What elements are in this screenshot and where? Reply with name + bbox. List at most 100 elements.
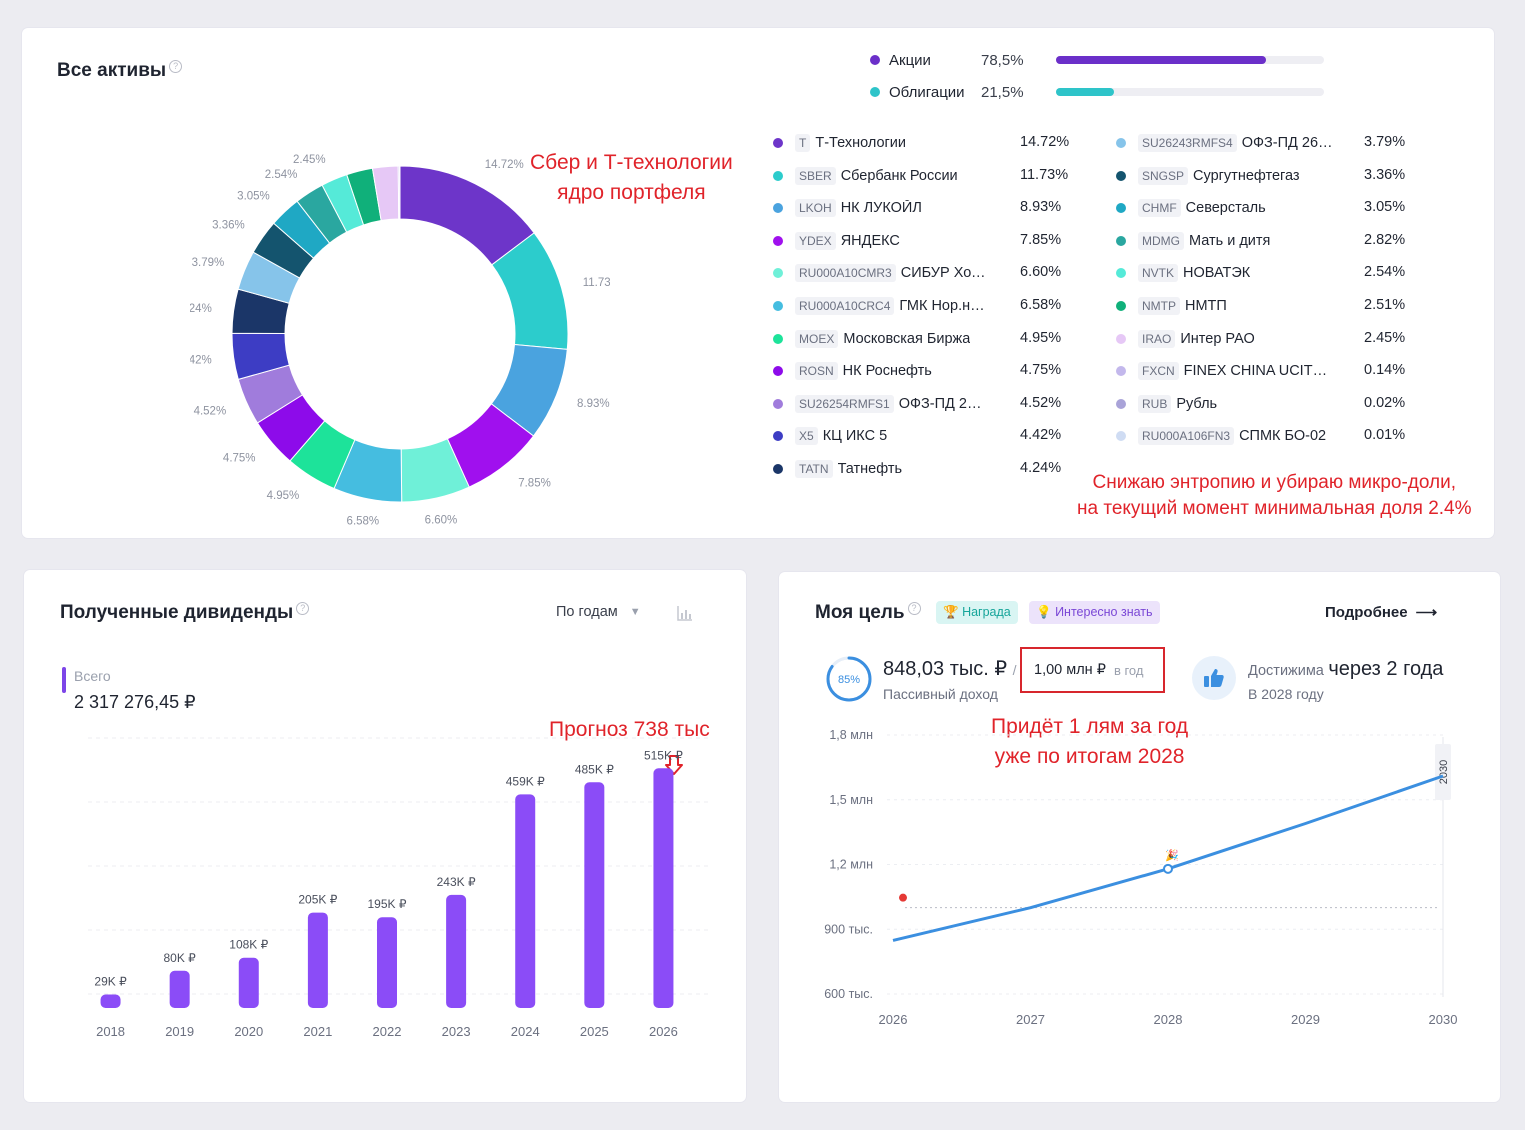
- bar-2026[interactable]: [653, 768, 674, 1008]
- income-value: 848,03 тыс. ₽: [883, 658, 1008, 680]
- holding-name: Рубль: [1176, 395, 1218, 412]
- holding-nvtk[interactable]: NVTK НОВАТЭК: [1116, 262, 1250, 284]
- y-tick-label: 1,5 млн: [829, 793, 873, 807]
- note-core-line-2: ядро портфеля: [557, 181, 706, 204]
- legend-dot: [1116, 170, 1126, 181]
- legend-dot: [773, 366, 783, 377]
- bar-2023[interactable]: [446, 894, 467, 1008]
- reward-badge[interactable]: 🏆 Награда: [936, 601, 1018, 624]
- holding-ticker: SNGSP: [1138, 166, 1189, 185]
- arrow-right-icon: ⟶: [1415, 604, 1438, 621]
- more-link[interactable]: Подробнее ⟶: [1325, 603, 1438, 622]
- x-tick-label: 2026: [879, 1012, 908, 1027]
- holding-percent: 8.93%: [1020, 199, 1062, 216]
- donut-label: 8.93%: [577, 398, 610, 410]
- holding-ticker: SU26243RMFS4: [1138, 134, 1237, 152]
- reward-badge-label: Награда: [962, 605, 1011, 619]
- legend-dot: [773, 333, 783, 344]
- donut-label: 6.58%: [347, 515, 380, 527]
- goal-line-chart: 600 тыс. 900 тыс. 1,2 млн 1,5 млн 1,8 млн 202…: [824, 728, 1457, 1027]
- donut-label: 4.52%: [194, 406, 227, 418]
- bar-2019[interactable]: [169, 970, 190, 1008]
- x-tick-label: 2020: [234, 1024, 263, 1039]
- donut-label: 4.95%: [267, 490, 300, 502]
- holding-percent: 4.75%: [1020, 362, 1062, 379]
- progress-ring: 85%: [826, 656, 872, 702]
- holding-percent: 6.60%: [1020, 264, 1062, 281]
- end-year-flag: [1435, 744, 1451, 800]
- holding-mdmg[interactable]: MDMG Мать и дитя: [1116, 230, 1270, 252]
- holding-rub[interactable]: RUB Рубль: [1116, 393, 1217, 415]
- x-tick-label: 2024: [511, 1024, 540, 1039]
- y-tick-label: 600 тыс.: [824, 987, 873, 1001]
- holding-ticker: SBER: [795, 166, 836, 185]
- income-label: Пассивный доход: [883, 686, 998, 702]
- bar-2022[interactable]: [377, 917, 397, 1008]
- help-icon[interactable]: ?: [907, 602, 921, 615]
- trophy-icon: 🏆: [943, 605, 959, 619]
- legend-dot: [773, 431, 783, 442]
- holding-rosn[interactable]: ROSN НК Роснефть: [773, 360, 932, 382]
- holding-name: НОВАТЭК: [1183, 265, 1251, 282]
- asset-class-name: Облигации: [889, 83, 965, 101]
- goal-reached-point[interactable]: [1163, 863, 1173, 874]
- holding-percent: 3.79%: [1364, 134, 1406, 150]
- holding-ticker: YDEX: [795, 231, 836, 250]
- asset-class-row[interactable]: Акции 78,5%: [870, 50, 1024, 70]
- asset-class-row[interactable]: Облигации 21,5%: [870, 82, 1024, 102]
- bar-value-label: 485K ₽: [575, 762, 614, 776]
- x-tick-label: 2023: [442, 1024, 471, 1039]
- period-select[interactable]: По годам ▼: [556, 604, 641, 620]
- lightbulb-icon: 💡: [1036, 605, 1052, 619]
- bar-value-label: 29K ₽: [94, 975, 127, 989]
- holding-sber[interactable]: SBER Сбербанк России: [773, 165, 958, 187]
- info-badge[interactable]: 💡 Интересно знать: [1029, 601, 1160, 624]
- bar-2018[interactable]: [100, 994, 121, 1008]
- holding-sngsp[interactable]: SNGSP Сургутнефтегаз: [1116, 165, 1300, 187]
- help-icon[interactable]: ?: [296, 602, 310, 615]
- bar-chart-icon[interactable]: [676, 604, 694, 622]
- note-core-portfolio: Сбер и Т-технологии ядро портфеля: [530, 148, 733, 208]
- holding-tatn[interactable]: TATN Татнефть: [773, 458, 902, 480]
- legend-dot: [773, 235, 783, 246]
- holding-ticker: MDMG: [1138, 231, 1184, 250]
- bar-2020[interactable]: [238, 957, 259, 1008]
- holding-x5[interactable]: X5 КЦ ИКС 5: [773, 425, 887, 447]
- bar-2024[interactable]: [515, 794, 536, 1008]
- bar-2021[interactable]: [307, 912, 328, 1008]
- x-tick-label: 2026: [649, 1024, 678, 1039]
- holding-name: СПМК БО-02: [1239, 428, 1327, 445]
- holding-lkoh[interactable]: LKOH НК ЛУКОЙЛ: [773, 197, 922, 219]
- info-badge-label: Интересно знать: [1055, 605, 1153, 619]
- bar-2025[interactable]: [584, 782, 605, 1008]
- holding-moex[interactable]: MOEX Московская Биржа: [773, 328, 970, 350]
- allocation-donut-chart: 14.72% 11.73% 8.93% 7.85% 6.60% 6.58% 4.95% 4.7…: [190, 154, 610, 527]
- legend-dot: [1116, 333, 1126, 344]
- help-icon[interactable]: ?: [169, 60, 183, 73]
- donut-label: 2.45%: [293, 154, 326, 166]
- holding-name: FINEX CHINA UCITS ETF: [1183, 363, 1336, 380]
- holding-ticker: NMTP: [1138, 297, 1180, 315]
- holding-ru000a106fn3[interactable]: RU000A106FN3 СПМК БО-02: [1116, 425, 1326, 447]
- holding-name: НМТП: [1185, 298, 1227, 314]
- holding-percent: 0.01%: [1364, 427, 1406, 444]
- holding-irao[interactable]: IRAO Интер РАО: [1116, 328, 1255, 350]
- holding-t[interactable]: T Т-Технологии: [773, 132, 906, 154]
- party-icon: 🎉: [1165, 849, 1179, 862]
- bar-value-label: 515K ₽: [644, 748, 683, 762]
- holding-ydex[interactable]: YDEX ЯНДЕКС: [773, 230, 900, 252]
- holding-nmtp[interactable]: NMTP НМТП: [1116, 295, 1227, 317]
- legend-dot: [1116, 138, 1126, 148]
- holding-percent: 2.82%: [1364, 231, 1406, 248]
- x-tick-label: 2021: [303, 1024, 332, 1039]
- note-goal-line-1: Придёт 1 лям за год: [991, 715, 1189, 738]
- holding-percent: 4.24%: [1020, 460, 1062, 476]
- holding-name: НК ЛУКОЙЛ: [840, 200, 922, 217]
- x-tick-label: 2025: [580, 1024, 609, 1039]
- holding-chmf[interactable]: CHMF Северсталь: [1116, 197, 1266, 219]
